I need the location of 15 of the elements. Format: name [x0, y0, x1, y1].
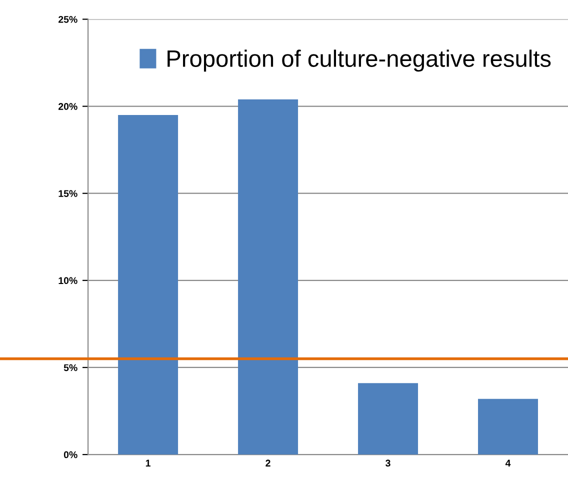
x-tick-label: 3: [386, 460, 390, 467]
y-tick-label: 0%: [64, 451, 78, 458]
y-tick-label: 5%: [64, 364, 78, 372]
y-tick-label: 20%: [58, 103, 78, 110]
bar: [478, 398, 538, 455]
y-tick-label: 10%: [58, 277, 78, 284]
x-tick-label: 2: [266, 460, 270, 466]
bar: [358, 383, 418, 455]
y-tick-label: 15%: [58, 190, 78, 197]
legend-label: Proportion of culture-negative results: [168, 50, 551, 72]
bar: [238, 99, 298, 455]
y-tick-label: 25%: [58, 16, 78, 23]
bar: [118, 115, 178, 455]
x-tick-label: 1: [146, 460, 150, 466]
x-tick-label: 4: [505, 460, 511, 466]
